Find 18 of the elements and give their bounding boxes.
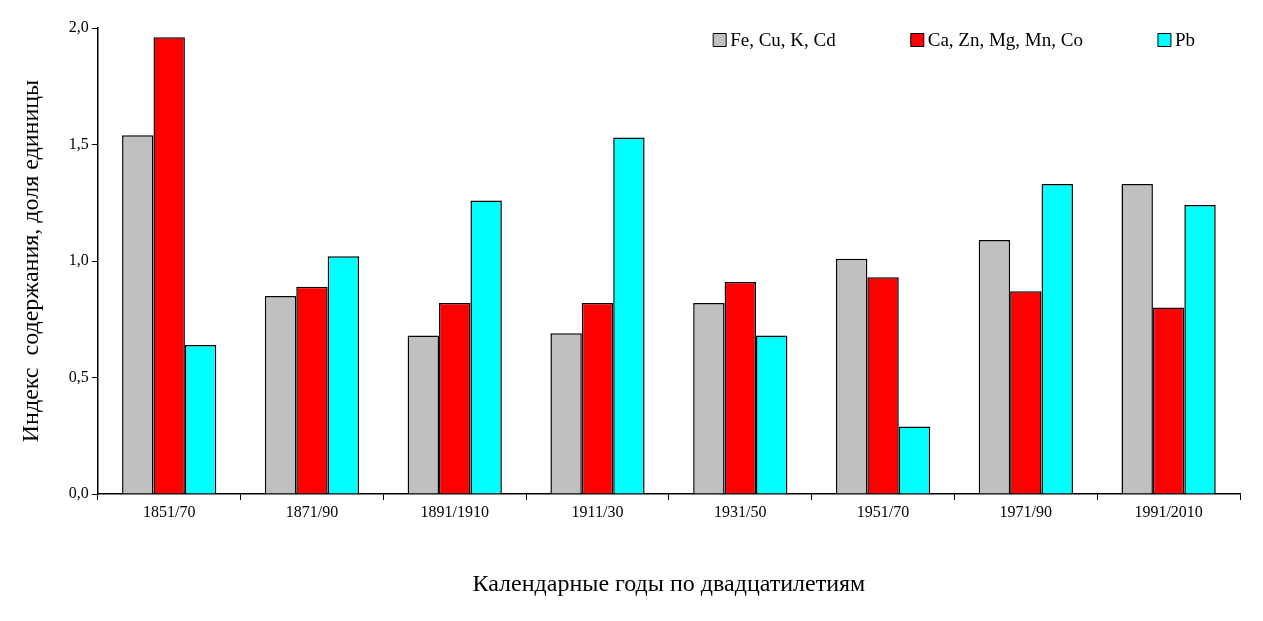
x-tick-label: 1871/90: [285, 502, 339, 520]
x-tick-label: 1911/30: [571, 502, 624, 520]
y-tick-label: 0,5: [68, 367, 89, 385]
x-tick-label: 1971/90: [999, 502, 1053, 520]
y-axis-title: Индекс содержания, доля единицы: [16, 79, 43, 443]
y-tick-label: 1,0: [68, 251, 89, 269]
legend-label: Ca, Zn, Mg, Mn, Co: [927, 28, 1083, 50]
x-axis-title: Календарные годы по двадцатилетиям: [472, 569, 866, 596]
legend-label: Pb: [1174, 28, 1196, 50]
x-tick-label: 1951/70: [856, 502, 910, 520]
legend-label: Fe, Cu, K, Cd: [730, 28, 837, 50]
x-tick-label: 1891/1910: [420, 502, 489, 520]
y-tick-label: 2,0: [68, 18, 89, 36]
x-tick-label: 1931/50: [714, 502, 767, 520]
x-tick-label: 1851/70: [142, 502, 196, 520]
x-tick-label: 1991/2010: [1134, 502, 1203, 520]
y-tick-label: 1,5: [68, 134, 89, 152]
y-tick-label: 0,0: [68, 484, 89, 502]
